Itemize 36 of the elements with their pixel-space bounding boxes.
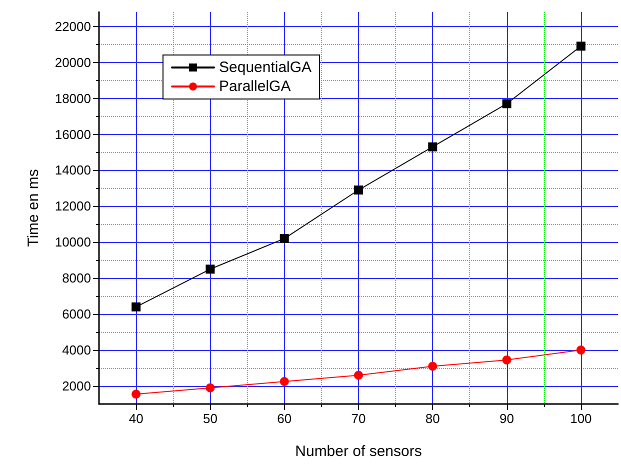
point — [428, 362, 438, 371]
point — [132, 302, 141, 312]
x-tick-label: 90 — [500, 411, 514, 426]
x-tick-label: 50 — [202, 411, 218, 426]
point — [428, 142, 438, 152]
point — [280, 377, 289, 386]
point — [576, 42, 586, 51]
point — [502, 99, 512, 108]
x-tick-label: 40 — [128, 411, 144, 426]
y-tick-label: 22000 — [54, 18, 91, 34]
y-tick-label: 20000 — [54, 54, 91, 70]
x-tick-label: 100 — [570, 411, 592, 426]
point — [280, 234, 289, 244]
x-tick-label: 80 — [425, 411, 440, 426]
point — [576, 346, 586, 355]
point — [354, 186, 363, 195]
y-tick-label: 14000 — [54, 162, 91, 178]
x-tick-label: 60 — [277, 411, 292, 426]
legend-label: SequentialGA — [219, 59, 312, 76]
x-tick-label: 70 — [351, 411, 366, 426]
y-tick-label: 10000 — [54, 234, 91, 250]
legend-label: ParallelGA — [219, 78, 291, 95]
y-tick-label: 2000 — [62, 378, 91, 394]
y-tick-label: 16000 — [54, 126, 91, 142]
y-tick-label: 6000 — [62, 306, 91, 322]
y-tick-label: 4000 — [62, 342, 91, 358]
point — [502, 355, 512, 364]
y-tick-label: 12000 — [54, 198, 91, 214]
point — [132, 390, 141, 399]
point — [354, 370, 363, 380]
point — [206, 383, 215, 392]
x-axis-title: Number of sensors — [295, 443, 422, 460]
y-axis-title: Time en ms — [25, 169, 42, 247]
point — [206, 264, 215, 274]
y-tick-label: 18000 — [54, 90, 91, 106]
y-tick-label: 8000 — [62, 270, 91, 286]
